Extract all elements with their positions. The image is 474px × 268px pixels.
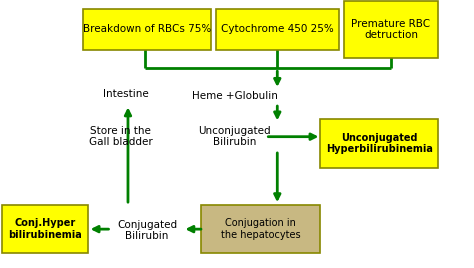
Text: Heme +Globulin: Heme +Globulin [191,91,278,102]
Text: Premature RBC
detruction: Premature RBC detruction [352,19,430,40]
Text: Breakdown of RBCs 75%: Breakdown of RBCs 75% [83,24,211,35]
Text: Unconjugated
Bilirubin: Unconjugated Bilirubin [198,126,271,147]
Text: Store in the
Gall bladder: Store in the Gall bladder [89,126,153,147]
Text: Unconjugated
Hyperbilirubinemia: Unconjugated Hyperbilirubinemia [326,133,433,154]
FancyBboxPatch shape [216,9,339,50]
FancyBboxPatch shape [344,1,438,58]
Text: Conj.Hyper
bilirubinemia: Conj.Hyper bilirubinemia [8,218,82,240]
FancyBboxPatch shape [320,119,438,168]
Text: Intestine: Intestine [103,89,148,99]
Text: Conjugation in
the hepatocytes: Conjugation in the hepatocytes [221,218,301,240]
FancyBboxPatch shape [83,9,211,50]
Text: Cytochrome 450 25%: Cytochrome 450 25% [221,24,334,35]
FancyBboxPatch shape [201,205,320,253]
Text: Conjugated
Bilirubin: Conjugated Bilirubin [117,220,177,241]
FancyBboxPatch shape [2,205,88,253]
